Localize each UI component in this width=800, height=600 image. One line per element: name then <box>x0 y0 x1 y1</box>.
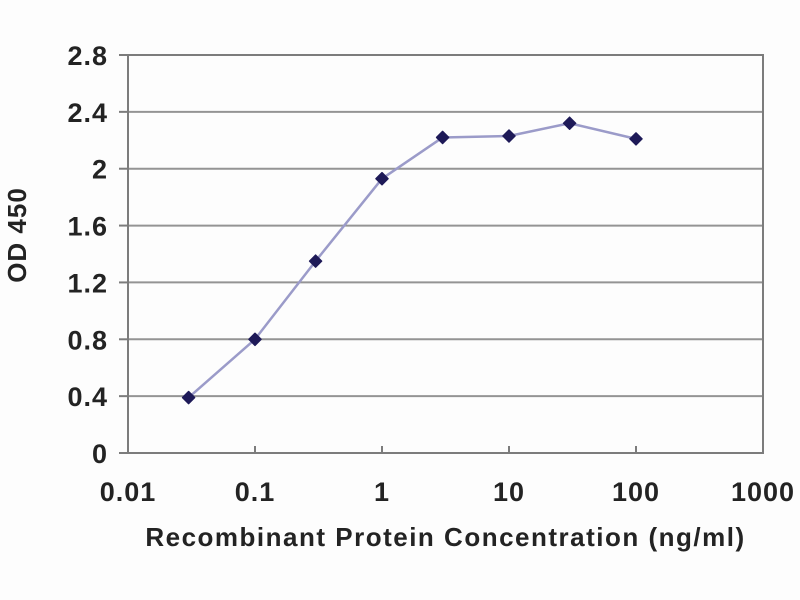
x-tick-label: 1000 <box>731 477 795 507</box>
x-tick-label: 100 <box>612 477 660 507</box>
y-tick-label: 0.4 <box>67 382 108 412</box>
y-tick-label: 1.6 <box>67 212 108 242</box>
data-point-marker <box>375 171 389 186</box>
y-tick-label: 0.8 <box>67 325 108 355</box>
y-tick-label: 0 <box>92 439 108 469</box>
plot-frame <box>127 54 764 454</box>
data-point-marker <box>629 132 643 146</box>
y-axis-title: OD 450 <box>2 187 32 283</box>
y-tick-label: 2 <box>92 155 108 185</box>
series-line <box>187 121 637 399</box>
x-tick-label: 0.1 <box>235 477 276 507</box>
data-point-marker <box>308 254 323 268</box>
x-tick-label: 1 <box>374 477 390 507</box>
y-tick-label: 1.2 <box>67 268 108 298</box>
y-tick-label: 2.8 <box>67 41 108 71</box>
x-tick-label: 0.01 <box>100 477 157 507</box>
x-tick-label: 10 <box>493 477 525 507</box>
data-point-marker <box>248 332 262 347</box>
data-point-marker <box>562 116 577 130</box>
data-point-marker <box>181 390 196 405</box>
y-tick-label: 2.4 <box>67 98 108 128</box>
data-point-marker <box>435 130 450 145</box>
x-axis-title: Recombinant Protein Concentration (ng/ml… <box>145 522 746 552</box>
data-point-marker <box>502 129 516 143</box>
